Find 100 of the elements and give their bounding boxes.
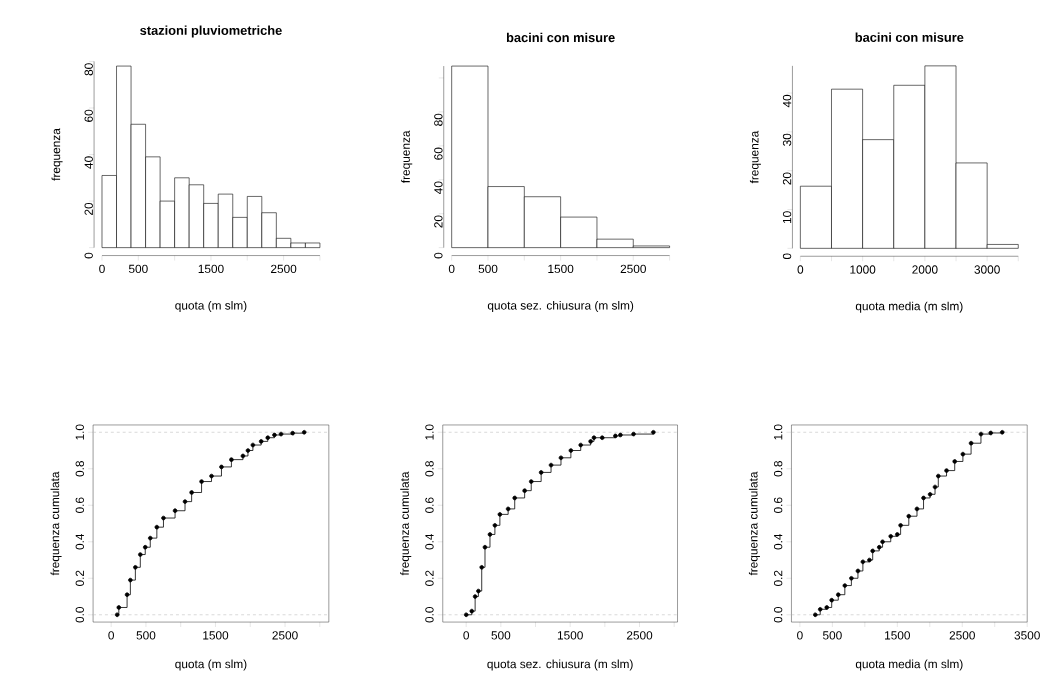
point	[147, 535, 153, 541]
x-tick-label: 0	[797, 265, 804, 274]
point	[229, 457, 234, 462]
point	[497, 511, 503, 517]
y-tick-label: 60	[84, 109, 93, 122]
point	[245, 448, 251, 453]
point	[272, 432, 277, 438]
point	[538, 469, 544, 475]
point	[927, 491, 933, 497]
x-axis-title: quota media (m slm)	[855, 301, 963, 313]
point	[944, 468, 949, 473]
point	[479, 564, 484, 570]
y-tick-label: 0	[434, 252, 443, 259]
x-tick-label: 2500	[626, 631, 653, 640]
y-axis-title: frequenza cumulata	[748, 471, 760, 576]
chart-title: bacini con misure	[855, 32, 964, 42]
y-tick-label: 0.6	[425, 497, 434, 513]
point	[476, 588, 481, 594]
x-tick-label: 0	[99, 264, 105, 273]
point	[487, 532, 493, 537]
point	[116, 605, 122, 610]
x-tick-label: 2500	[271, 264, 297, 273]
y-tick-label: 0.2	[425, 570, 434, 586]
point	[528, 479, 534, 484]
point	[492, 522, 498, 528]
y-axis-title: frequenza cumulata	[50, 471, 62, 576]
x-tick-label: 0	[108, 631, 114, 640]
y-tick-label: 0.8	[773, 460, 783, 477]
y-tick-label: 40	[84, 156, 93, 169]
point	[154, 524, 160, 530]
point	[842, 583, 848, 588]
x-tick-label: 500	[491, 631, 511, 640]
point	[932, 484, 938, 490]
chart-title: stazioni pluviometriche	[140, 25, 282, 38]
point	[209, 473, 214, 479]
point	[960, 451, 966, 457]
y-tick-label: 0.8	[75, 460, 84, 477]
x-tick-label: 500	[478, 264, 498, 273]
point	[578, 442, 584, 448]
x-tick-label: 1500	[203, 631, 229, 640]
point	[876, 544, 882, 550]
point	[522, 488, 527, 493]
x-tick-label: 0	[463, 631, 470, 640]
point	[914, 506, 920, 512]
point	[301, 429, 307, 435]
x-tick-label: 2500	[949, 631, 975, 640]
y-tick-label: 0	[782, 253, 792, 259]
x-tick-label: 3500	[1014, 631, 1040, 640]
x-tick-label: 1500	[198, 264, 224, 273]
y-axis-title: frequenza	[51, 128, 63, 181]
y-axis-title: frequenza cumulata	[400, 471, 412, 576]
point	[968, 440, 974, 446]
y-tick-label: 0.6	[75, 497, 84, 513]
point	[860, 559, 866, 564]
y-tick-label: 0.0	[75, 606, 84, 623]
y-tick-label: 0.4	[75, 533, 84, 550]
y-tick-label: 0.6	[773, 497, 783, 513]
y-tick-label: 20	[84, 202, 93, 215]
point	[199, 479, 204, 484]
x-tick-label: 1500	[885, 631, 911, 640]
point	[472, 594, 478, 599]
point	[824, 605, 830, 610]
point	[631, 431, 636, 437]
point	[258, 438, 264, 444]
y-tick-label: 0.0	[773, 606, 783, 623]
point	[651, 429, 656, 435]
point	[999, 429, 1005, 435]
point	[936, 473, 941, 479]
point	[906, 513, 912, 519]
point	[888, 533, 894, 539]
point	[813, 612, 818, 617]
point	[849, 575, 854, 581]
y-tick-label: 60	[434, 147, 443, 160]
x-tick-label: 1500	[557, 631, 583, 640]
y-tick-label: 0.8	[425, 460, 434, 477]
point	[599, 435, 605, 440]
y-tick-label: 1.0	[425, 424, 434, 440]
point	[290, 430, 295, 436]
point	[463, 612, 469, 617]
point	[568, 448, 574, 453]
point	[817, 606, 823, 612]
y-tick-label: 40	[434, 181, 443, 194]
x-tick-label: 2500	[620, 264, 646, 273]
y-tick-label: 0.4	[425, 533, 434, 550]
x-tick-label: 1000	[850, 265, 876, 274]
x-tick-label: 500	[136, 631, 156, 640]
y-axis-title: frequenza	[749, 130, 761, 184]
x-axis-title: quota sez. chiusura (m slm)	[487, 659, 633, 671]
point	[855, 568, 861, 574]
point	[898, 522, 903, 528]
y-tick-label: 80	[434, 113, 443, 126]
x-tick-label: 2000	[912, 265, 938, 274]
y-axis-title: frequenza	[401, 130, 413, 183]
point	[128, 577, 133, 583]
point	[988, 430, 994, 436]
point	[867, 557, 872, 563]
x-tick-label: 500	[822, 631, 842, 640]
y-tick-label: 80	[84, 63, 93, 76]
point	[588, 438, 593, 444]
y-tick-label: 10	[782, 211, 792, 223]
